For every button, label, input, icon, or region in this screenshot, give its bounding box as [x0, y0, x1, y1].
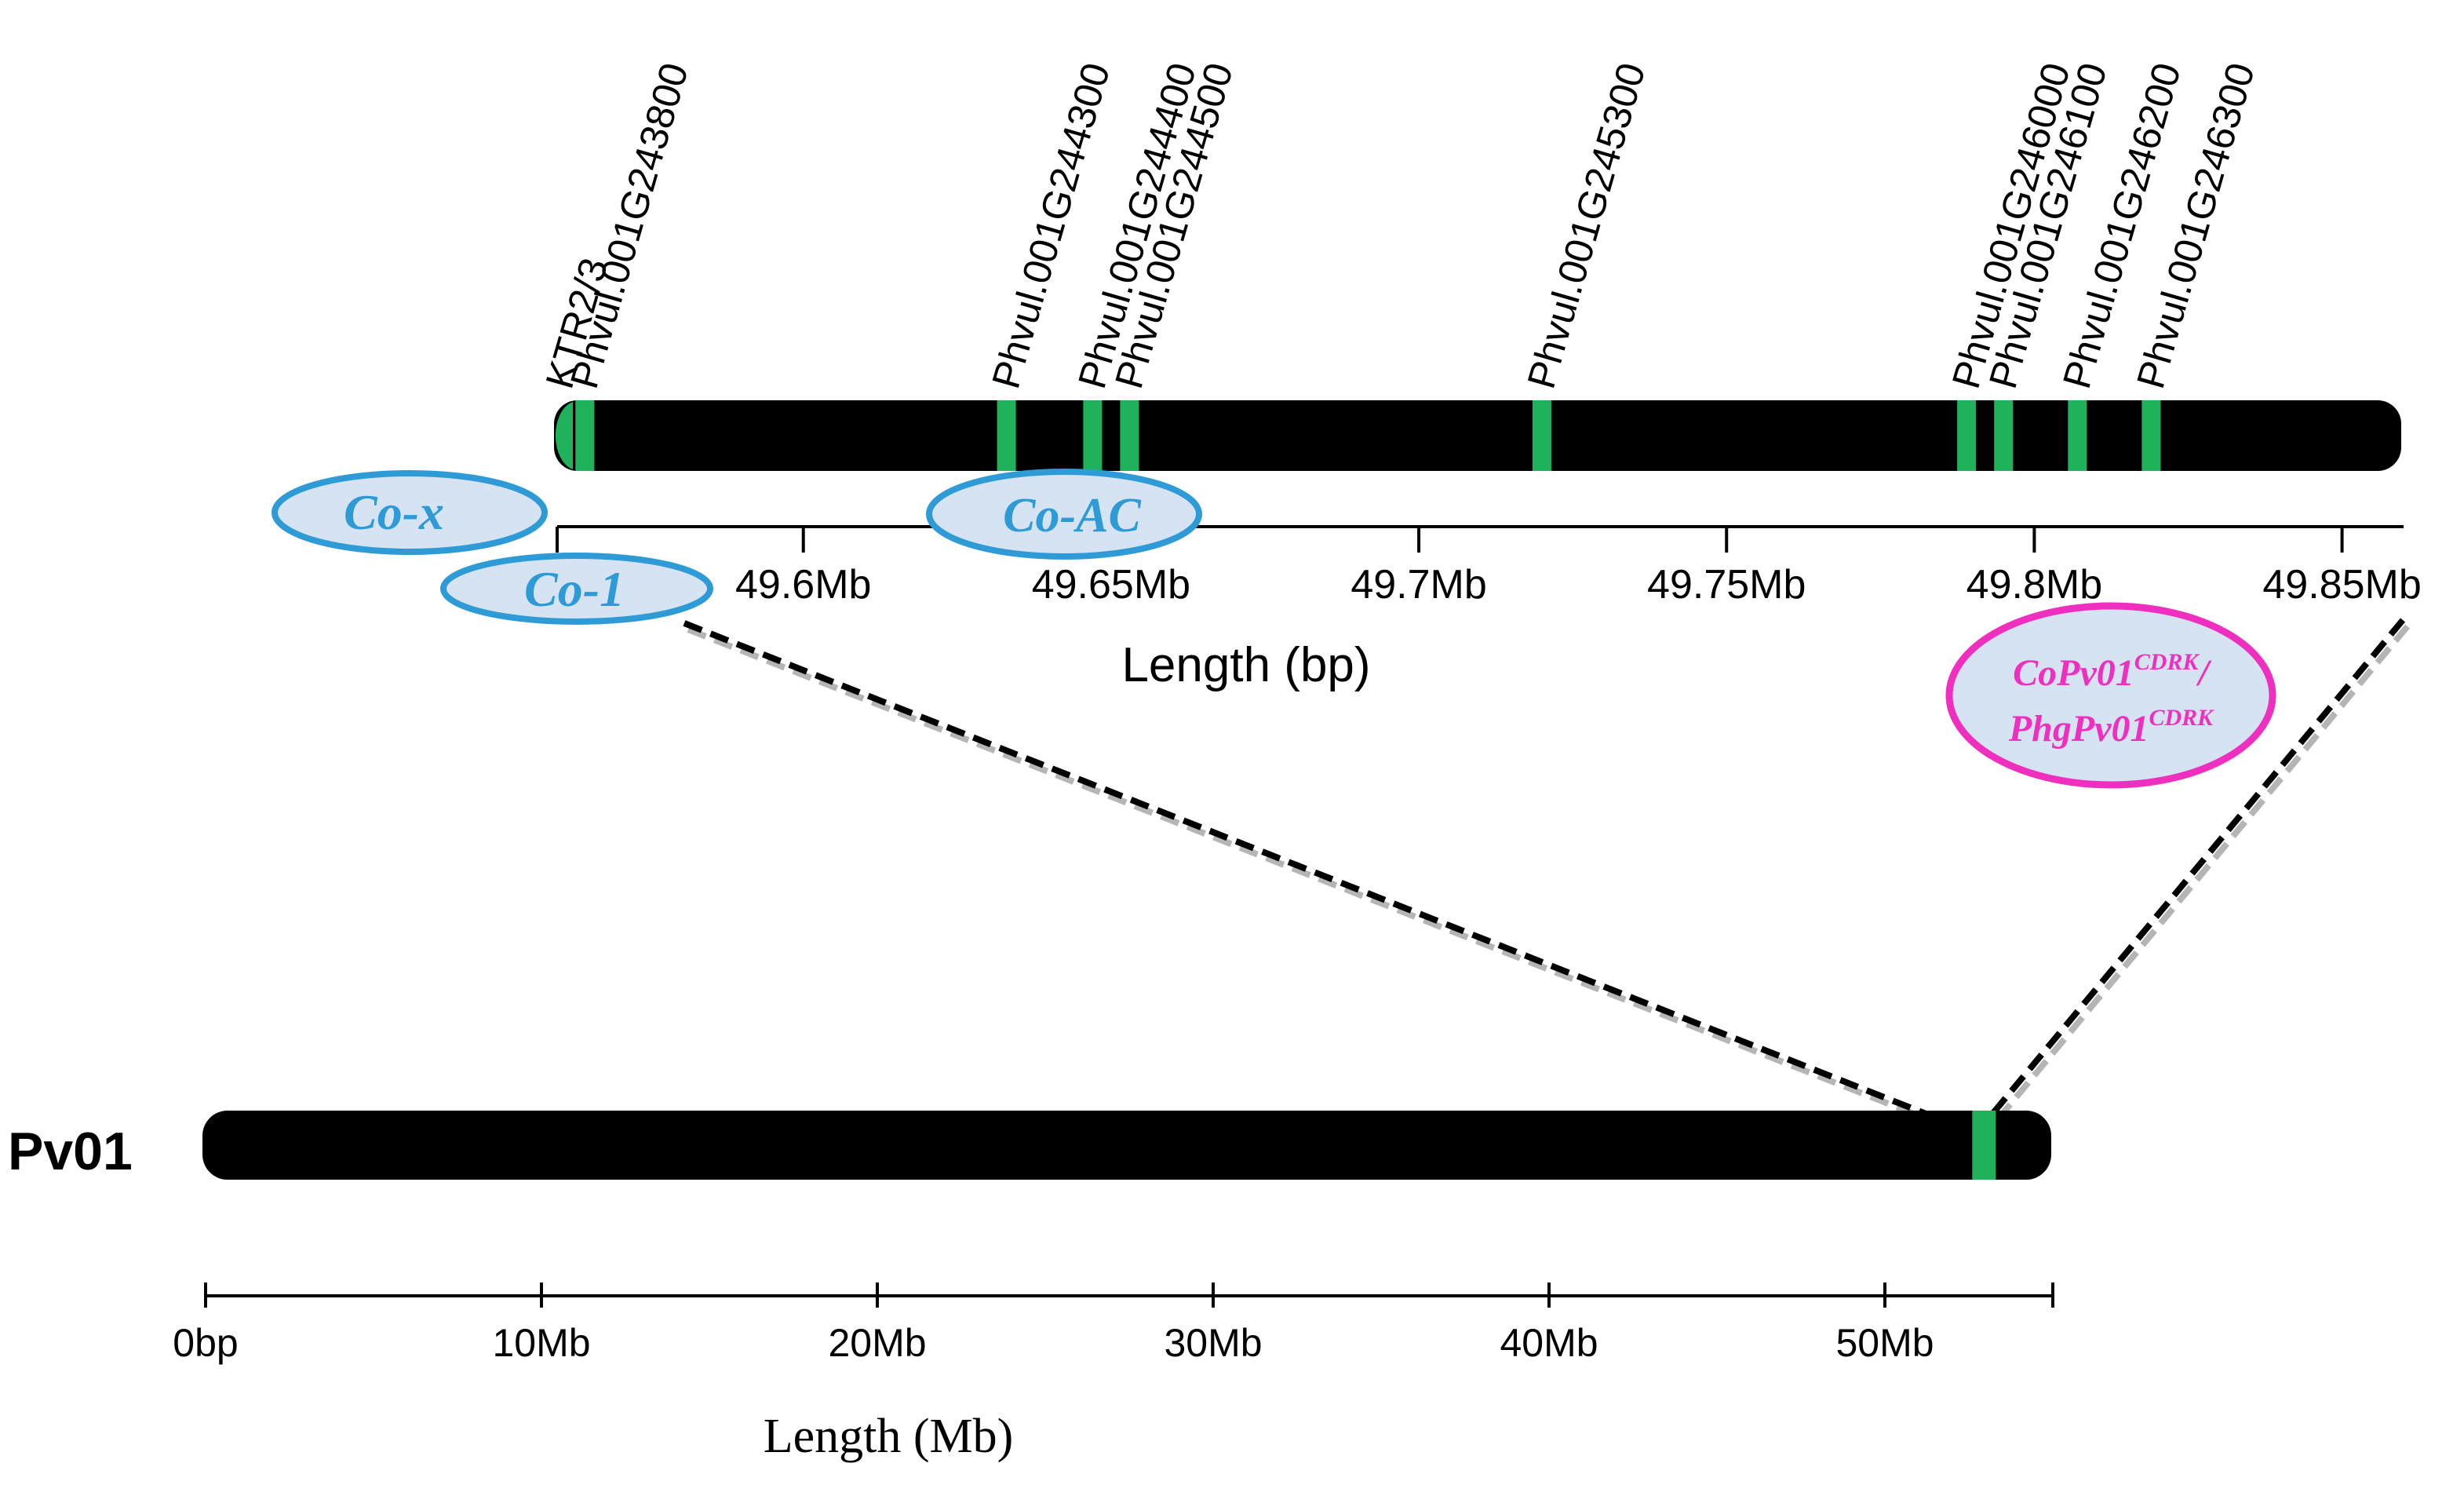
chromosome-tick-label: 0bp	[173, 1321, 238, 1365]
new-locus-line1: CoPv01	[2013, 652, 2134, 694]
chromosome-highlight-region	[1972, 1111, 1996, 1180]
svg-text:PhgPv01CDRK: PhgPv01CDRK	[2008, 705, 2214, 750]
zoom-tick-label: 49.8Mb	[1966, 562, 2102, 608]
zoom-connectors	[683, 618, 2411, 1132]
new-locus-line1-sup: CDRK	[2134, 649, 2200, 675]
zoom-tick-label: 49.85Mb	[2262, 562, 2421, 608]
chromosome-tick-label: 20Mb	[828, 1321, 926, 1365]
gene-mark	[575, 400, 595, 471]
gene-label: Phvul.001G245300	[1519, 58, 1654, 393]
svg-text:CoPv01CDRK/: CoPv01CDRK/	[2013, 649, 2212, 694]
connector-left	[683, 620, 1949, 1126]
gene-mark	[997, 400, 1016, 471]
gene-label: Phvul.001G243800	[562, 58, 697, 393]
zoom-axis-ticks: 49.6Mb 49.65Mb 49.7Mb 49.75Mb 49.8Mb 49.85Mb	[556, 527, 2422, 608]
known-loci: Co-x Co-1 Co-AC CoPv01CDRK/ PhgPv01CDRK	[272, 469, 2276, 789]
gene-mark	[2141, 400, 2161, 471]
chromosome-tick-label: 10Mb	[492, 1321, 590, 1365]
locus-co-1: Co-1	[440, 553, 713, 625]
chromosome-axis-ticks: 0bp 10Mb 20Mb 30Mb 40Mb 50Mb	[173, 1282, 2054, 1365]
gene-mark	[1532, 400, 1551, 471]
zoom-tick-label: 49.7Mb	[1350, 562, 1486, 608]
chromosome-axis-title: Length (Mb)	[764, 1410, 1014, 1463]
zoom-bar-left-cap	[555, 402, 573, 469]
gene-mark	[2068, 400, 2087, 471]
gene-mark	[1120, 400, 1139, 471]
chromosome-tick-label: 40Mb	[1500, 1321, 1598, 1365]
locus-co-ac: Co-AC	[926, 469, 1202, 560]
zoom-tick-label: 49.6Mb	[735, 562, 871, 608]
chromosome-name: Pv01	[8, 1122, 133, 1181]
svg-text:Co-x: Co-x	[344, 484, 444, 540]
new-locus-line2-sup: CDRK	[2149, 705, 2214, 731]
chromosome-bar	[202, 1111, 2051, 1180]
locus-co-x: Co-x	[272, 470, 548, 555]
chromosome-tick-label: 50Mb	[1835, 1321, 1934, 1365]
gene-mark	[1994, 400, 2014, 471]
zoom-tick-label: 49.65Mb	[1032, 562, 1190, 608]
svg-text:Co-1: Co-1	[524, 561, 625, 617]
chromosome-tick-label: 30Mb	[1164, 1321, 1262, 1365]
svg-text:Co-AC: Co-AC	[1003, 489, 1141, 542]
new-locus-slash: /	[2196, 652, 2213, 694]
gene-mark	[1957, 400, 1977, 471]
zoom-chromosome-bar	[554, 400, 2401, 471]
zoom-gene-marks	[575, 400, 2161, 471]
zoom-axis-title: Length (bp)	[1121, 638, 1370, 692]
new-locus-line2: PhgPv01	[2008, 708, 2149, 750]
locus-copv01-cdrk: CoPv01CDRK/ PhgPv01CDRK	[1945, 602, 2276, 789]
connector-right-shadow	[1987, 624, 2411, 1131]
connector-left-shadow	[687, 626, 1953, 1132]
zoom-tick-label: 49.75Mb	[1647, 562, 1806, 608]
chromosome-panel: Pv01 0bp 10Mb 20Mb 30Mb 40Mb 50Mb Length (Mb)	[8, 1111, 2054, 1463]
connector-right	[1982, 618, 2406, 1125]
gene-mark	[1083, 400, 1103, 471]
